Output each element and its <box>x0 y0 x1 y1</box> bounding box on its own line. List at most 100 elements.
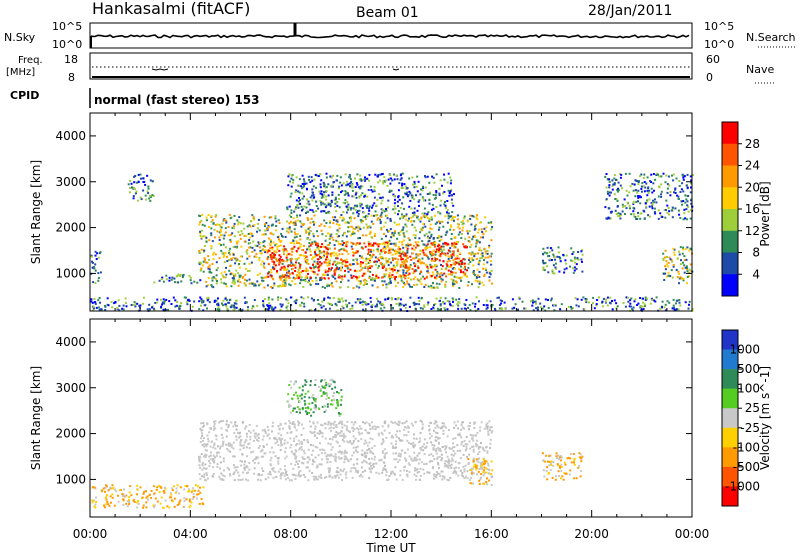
echo-cell <box>356 242 359 245</box>
echo-cell <box>206 449 208 452</box>
echo-cell <box>209 445 212 448</box>
echo-cell <box>330 184 333 187</box>
echo-cell <box>481 468 484 470</box>
echo-cell <box>301 270 304 272</box>
echo-cell <box>290 174 293 177</box>
echo-cell <box>258 474 261 477</box>
echo-cell <box>202 260 205 263</box>
echo-cell <box>239 444 242 447</box>
echo-cell <box>477 286 480 289</box>
echo-cell <box>309 238 312 241</box>
echo-cell <box>107 304 110 307</box>
echo-cell <box>405 213 408 216</box>
echo-cell <box>477 231 480 234</box>
echo-cell <box>373 278 376 281</box>
echo-cell <box>283 439 286 442</box>
echo-cell <box>637 215 640 218</box>
echo-cell <box>313 214 316 217</box>
echo-cell <box>470 476 472 479</box>
echo-cell <box>201 440 204 442</box>
echo-cell <box>341 253 344 256</box>
echo-cell <box>682 178 685 181</box>
echo-cell <box>369 254 371 257</box>
echo-cell <box>417 218 420 221</box>
echo-cell <box>317 475 320 478</box>
echo-cell <box>336 432 339 434</box>
echo-cell <box>422 223 425 225</box>
echo-cell <box>228 259 230 262</box>
echo-cell <box>227 424 230 427</box>
echo-cell <box>218 308 221 311</box>
echo-cell <box>455 471 458 474</box>
echo-cell <box>453 246 456 249</box>
echo-cell <box>405 256 408 259</box>
echo-cell <box>425 275 428 278</box>
echo-cell <box>162 308 165 311</box>
echo-cell <box>412 441 415 444</box>
echo-cell <box>94 269 97 272</box>
echo-cell <box>385 436 388 439</box>
echo-cell <box>401 182 404 185</box>
echo-cell <box>402 271 405 274</box>
echo-cell <box>471 238 474 241</box>
echo-cell <box>653 207 656 210</box>
echo-cell <box>325 235 328 237</box>
echo-cell <box>351 233 354 236</box>
echo-cell <box>647 192 650 194</box>
echo-cell <box>364 266 367 269</box>
echo-cell <box>471 258 474 261</box>
echo-cell <box>291 268 294 271</box>
echo-cell <box>423 286 426 288</box>
echo-cell <box>282 280 285 283</box>
echo-cell <box>328 262 331 265</box>
echo-cell <box>125 301 127 304</box>
echo-cell <box>444 234 447 236</box>
echo-cell <box>202 301 205 304</box>
echo-cell <box>652 182 655 185</box>
echo-cell <box>678 213 681 216</box>
echo-cell <box>344 221 347 224</box>
echo-cell <box>243 441 246 444</box>
echo-cell <box>482 267 484 270</box>
echo-cell <box>412 244 415 247</box>
echo-cell <box>398 251 401 254</box>
echo-cell <box>472 270 475 272</box>
echo-cell <box>535 307 538 310</box>
echo-cell <box>450 233 453 235</box>
echo-cell <box>363 195 366 198</box>
echo-cell <box>368 207 370 210</box>
echo-cell <box>413 457 416 460</box>
echo-cell <box>278 238 280 241</box>
echo-cell <box>399 474 402 477</box>
echo-cell <box>280 296 282 299</box>
echo-cell <box>411 223 414 226</box>
echo-cell <box>256 244 259 247</box>
echo-cell <box>346 440 349 443</box>
echo-cell <box>371 278 374 281</box>
echo-cell <box>408 266 411 269</box>
echo-cell <box>414 456 416 459</box>
echo-cell <box>403 434 406 437</box>
echo-cell <box>399 206 402 209</box>
echo-cell <box>298 254 301 257</box>
echo-cell <box>428 192 431 195</box>
echo-cell <box>338 300 341 303</box>
echo-cell <box>632 201 635 204</box>
echo-cell <box>270 286 273 288</box>
echo-cell <box>370 220 373 223</box>
echo-cell <box>209 462 212 465</box>
echo-cell <box>356 250 359 253</box>
echo-cell <box>478 280 481 283</box>
echo-cell <box>405 458 408 461</box>
echo-cell <box>264 430 267 433</box>
echo-cell <box>468 257 471 260</box>
echo-cell <box>316 432 319 435</box>
echo-cell <box>549 247 552 250</box>
echo-cell <box>275 243 278 245</box>
echo-cell <box>233 464 235 466</box>
echo-cell <box>214 420 217 423</box>
echo-cell <box>531 304 534 307</box>
echo-cell <box>288 228 291 231</box>
echo-cell <box>366 206 369 209</box>
echo-cell <box>351 248 354 250</box>
